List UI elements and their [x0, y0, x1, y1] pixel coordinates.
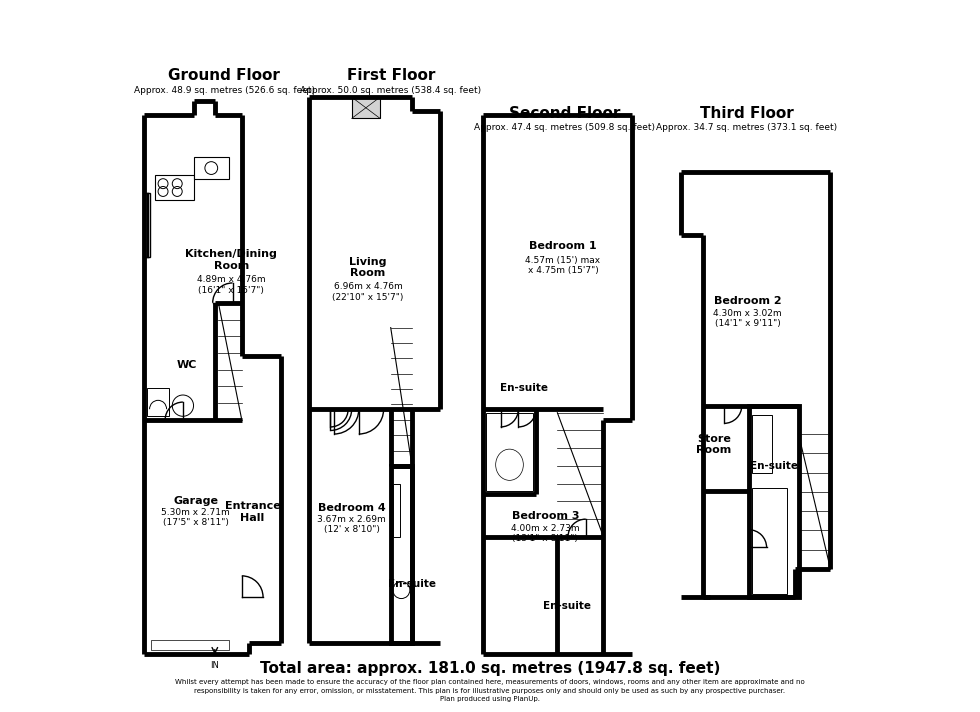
Text: 3.67m x 2.69m
(12' x 8'10"): 3.67m x 2.69m (12' x 8'10"): [318, 515, 386, 535]
Text: responsibility is taken for any error, omission, or misstatement. This plan is f: responsibility is taken for any error, o…: [194, 688, 786, 693]
Bar: [391, 466, 412, 643]
Text: Approx. 34.7 sq. metres (373.1 sq. feet): Approx. 34.7 sq. metres (373.1 sq. feet): [657, 123, 837, 132]
Bar: [749, 406, 799, 597]
Text: Ground Floor: Ground Floor: [169, 68, 280, 83]
Text: Whilst every attempt has been made to ensure the accuracy of the floor plan cont: Whilst every attempt has been made to en…: [175, 679, 805, 685]
Bar: [393, 483, 400, 537]
Text: 5.30m x 2.71m
(17'5" x 8'11"): 5.30m x 2.71m (17'5" x 8'11"): [162, 508, 230, 528]
Text: En-suite: En-suite: [388, 580, 436, 590]
Text: Bedroom 1: Bedroom 1: [529, 241, 597, 251]
Text: Second Floor: Second Floor: [509, 106, 620, 121]
Text: En-suite: En-suite: [543, 601, 591, 611]
Text: 4.00m x 2.73m
(13'1" x 8'11"): 4.00m x 2.73m (13'1" x 8'11"): [511, 523, 579, 543]
Bar: [147, 388, 169, 417]
Text: Total area: approx. 181.0 sq. metres (1947.8 sq. feet): Total area: approx. 181.0 sq. metres (19…: [260, 661, 720, 676]
Text: En-suite: En-suite: [500, 383, 548, 393]
Text: WC: WC: [177, 360, 197, 370]
Text: Living
Room: Living Room: [349, 256, 387, 278]
Bar: [193, 157, 229, 179]
Bar: [155, 175, 193, 200]
Bar: [151, 639, 229, 650]
Bar: [352, 97, 380, 118]
Text: Plan produced using PlanUp.: Plan produced using PlanUp.: [440, 696, 540, 702]
Text: First Floor: First Floor: [347, 68, 435, 83]
Text: Approx. 47.4 sq. metres (509.8 sq. feet): Approx. 47.4 sq. metres (509.8 sq. feet): [474, 123, 655, 132]
Bar: [486, 413, 532, 491]
Text: Bedroom 3: Bedroom 3: [512, 511, 579, 520]
Text: Bedroom 2: Bedroom 2: [713, 295, 781, 305]
Text: Approx. 50.0 sq. metres (538.4 sq. feet): Approx. 50.0 sq. metres (538.4 sq. feet): [300, 85, 481, 95]
Text: 4.57m (15') max
x 4.75m (15'7"): 4.57m (15') max x 4.75m (15'7"): [525, 256, 601, 275]
Text: Garage: Garage: [173, 496, 219, 506]
Text: En-suite: En-suite: [750, 461, 798, 471]
Text: IN: IN: [211, 661, 220, 670]
Text: Store
Room: Store Room: [697, 434, 732, 456]
Text: Bedroom 4: Bedroom 4: [318, 503, 385, 513]
Bar: [753, 415, 772, 473]
Text: 4.30m x 3.02m
(14'1" x 9'11"): 4.30m x 3.02m (14'1" x 9'11"): [713, 309, 782, 328]
Text: Approx. 48.9 sq. metres (526.6 sq. feet): Approx. 48.9 sq. metres (526.6 sq. feet): [133, 85, 315, 95]
Text: Kitchen/Dining
Room: Kitchen/Dining Room: [185, 249, 277, 271]
Bar: [753, 488, 787, 594]
Bar: [144, 193, 150, 257]
Text: 4.89m x 4.76m
(16'1" x 15'7"): 4.89m x 4.76m (16'1" x 15'7"): [197, 276, 266, 295]
Text: Entrance
Hall: Entrance Hall: [224, 501, 280, 523]
Text: 6.96m x 4.76m
(22'10" x 15'7"): 6.96m x 4.76m (22'10" x 15'7"): [332, 283, 404, 302]
Text: Third Floor: Third Floor: [700, 106, 794, 121]
